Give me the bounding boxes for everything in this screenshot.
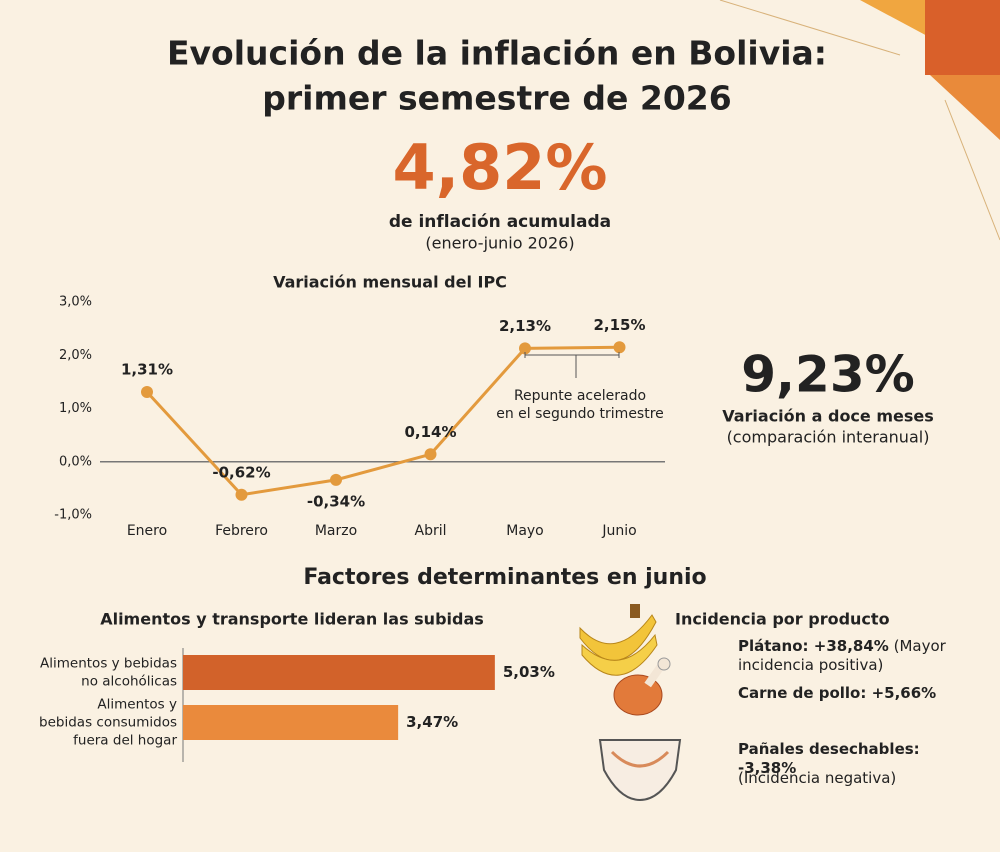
- corner-line: [719, 0, 901, 56]
- product-item: Plátano: +38,84% (Mayor incidencia posit…: [738, 637, 978, 675]
- annual-label: Variación a doce meses: [722, 407, 934, 426]
- category-label: fuera del hogar: [73, 733, 177, 749]
- diaper-icon: [598, 739, 682, 802]
- bar: [183, 705, 399, 740]
- y-tick-label: 3,0%: [59, 295, 92, 310]
- category-label: Alimentos y: [97, 697, 177, 713]
- value-label: 1,31%: [121, 360, 173, 378]
- annotation: Repunte acelerado: [514, 388, 646, 404]
- bar: [183, 655, 495, 690]
- point: [141, 385, 153, 398]
- value-label: 2,13%: [499, 317, 551, 335]
- x-tick-label: Junio: [601, 523, 636, 539]
- x-tick-label: Abril: [415, 523, 447, 539]
- point: [330, 473, 342, 486]
- x-tick-label: Mayo: [506, 523, 544, 539]
- product-note: (Mayor incidencia positiva): [738, 637, 946, 674]
- product-text: Plátano: +38,84%: [738, 637, 889, 655]
- corner-decoration: [925, 0, 1000, 75]
- category-label: no alcohólicas: [81, 674, 177, 690]
- value-label: -0,34%: [307, 492, 365, 510]
- products-title: Incidencia por producto: [675, 610, 890, 629]
- value-label: -0,62%: [212, 463, 270, 481]
- line-chart-title: Variación mensual del IPC: [273, 273, 507, 292]
- value-label: 3,47%: [406, 713, 458, 731]
- bar-chart-subtitle: Alimentos y transporte lideran las subid…: [100, 610, 484, 629]
- product-item: Pañales desechables: -3,38%: [738, 740, 978, 778]
- title: Evolución de la inflación en Bolivia:: [167, 34, 827, 73]
- y-tick-label: -1,0%: [54, 508, 92, 523]
- chicken-icon: [613, 657, 671, 716]
- point: [613, 341, 626, 354]
- product-text: Pañales desechables: -3,38%: [738, 740, 920, 777]
- annotation-bracket: [524, 352, 620, 378]
- value-label: 0,14%: [404, 423, 456, 441]
- line: [145, 345, 620, 497]
- annotation: en el segundo trimestre: [496, 406, 664, 422]
- annual-note: (comparación interanual): [727, 428, 930, 447]
- corner-line: [944, 99, 1000, 241]
- category-label: Alimentos y bebidas: [40, 656, 177, 672]
- product-text: Carne de pollo: +5,66%: [738, 684, 937, 702]
- product-note: (Incidencia negativa): [738, 769, 897, 787]
- x-tick-label: Marzo: [315, 523, 357, 539]
- title: primer semestre de 2026: [262, 79, 731, 118]
- headline-label: de inflación acumulada: [389, 212, 611, 232]
- category-label: bebidas consumidos: [39, 715, 177, 731]
- y-tick-label: 1,0%: [59, 401, 92, 416]
- banana-icon: [579, 604, 658, 676]
- value-label: 2,15%: [593, 316, 645, 334]
- x-tick-label: Febrero: [215, 523, 268, 539]
- value-label: 5,03%: [503, 663, 555, 681]
- product-item: Carne de pollo: +5,66%: [738, 684, 978, 703]
- point: [235, 488, 248, 501]
- headline-period: (enero-junio 2026): [425, 234, 574, 253]
- point: [519, 342, 531, 355]
- x-tick-label: Enero: [127, 523, 167, 539]
- headline-value: 4,82%: [392, 131, 607, 204]
- y-tick-label: 2,0%: [59, 348, 92, 363]
- product-item: (Incidencia negativa): [738, 769, 978, 788]
- annual-value: 9,23%: [741, 346, 914, 404]
- y-tick-label: 0,0%: [59, 454, 92, 469]
- point: [424, 448, 437, 461]
- corner-decoration: [930, 75, 1000, 140]
- bar-chart-title: Factores determinantes en junio: [303, 565, 706, 590]
